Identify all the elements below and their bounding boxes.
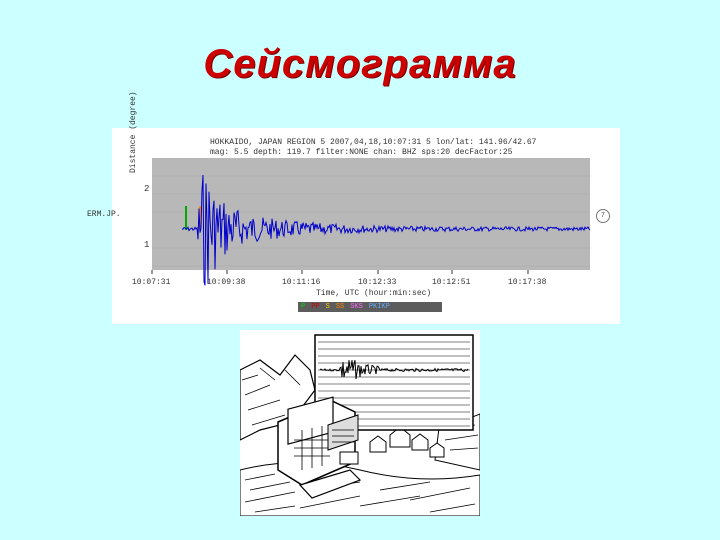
y-tick-label: 2 [144,184,150,194]
seismograph-engraving-icon [240,330,480,516]
x-tick-label: 10:09:38 [207,278,246,287]
legend-item: SKS [350,303,363,311]
x-tick-marks [151,270,529,274]
legend-item: P [301,303,306,311]
legend-item: S [325,303,330,311]
y-axis-title: Distance (degree) [129,91,138,173]
x-axis-label: Time, UTC (hour:min:sec) [316,289,432,298]
x-tick-label: 10:17:38 [508,278,547,287]
legend-item: SS [335,303,345,311]
x-tick-label: 10:12:51 [432,278,471,287]
legend-item: PP [311,303,320,311]
header-line-2: mag: 5.5 depth: 119.7 filter:NONE chan: … [210,148,513,157]
x-tick-label: 10:12:33 [358,278,397,287]
distance-circle-label: 7 [596,209,610,223]
legend-item: PKIKP [368,303,390,311]
seismogram-panel: HOKKAIDO, JAPAN REGION 5 2007,04,18,10:0… [87,91,620,324]
slide-title: Сейсмограмма [203,42,517,86]
y-tick-label: 1 [144,240,150,250]
seismic-trace [181,174,591,286]
seismogram-plot [151,158,591,286]
station-label: ERM.JP. [87,210,121,219]
header-line-1: HOKKAIDO, JAPAN REGION 5 2007,04,18,10:0… [210,138,537,147]
seismogram-header: HOKKAIDO, JAPAN REGION 5 2007,04,18,10:0… [210,138,536,158]
x-tick-label: 10:07:31 [132,278,171,287]
phase-legend: P PP S SS SKS PKIKP [298,302,442,312]
x-tick-label: 10:11:16 [282,278,321,287]
